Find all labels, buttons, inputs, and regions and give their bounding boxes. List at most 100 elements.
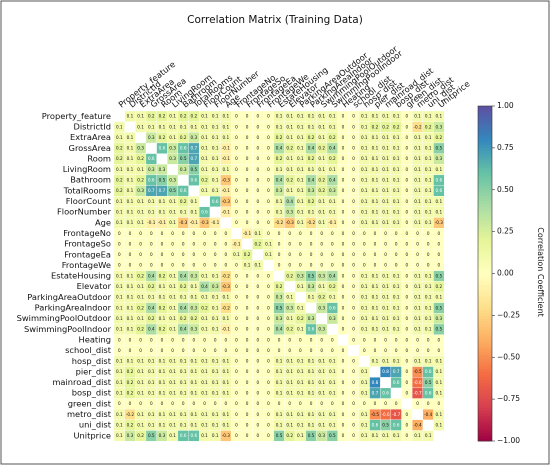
cell-value-label: 0.2: [159, 305, 166, 310]
cell-value-label: 0: [310, 348, 313, 353]
cell-value-label: 0: [320, 337, 323, 342]
cell-value-label: 0: [352, 327, 355, 332]
cell-value-label: 0.7: [393, 369, 400, 374]
cell-value-label: 0: [129, 263, 132, 268]
cell-value-label: 0.3: [318, 327, 325, 332]
cell-value-label: 0.1: [435, 295, 442, 300]
colorbar-segment: [478, 212, 492, 216]
cell-value-label: 0.5: [276, 433, 283, 438]
cell-value-label: -0.2: [126, 412, 135, 417]
cell-value-label: 0: [406, 305, 409, 310]
cell-value-label: 0.1: [361, 156, 368, 161]
cell-value-label: -0.3: [222, 178, 231, 183]
cell-value-label: 0.7: [159, 188, 166, 193]
cell-value-label: 0.3: [286, 305, 293, 310]
colorbar-segment: [478, 438, 492, 442]
colorbar-segment: [478, 276, 492, 280]
cell-value-label: 0.2: [425, 124, 432, 129]
cell-value-label: 0.1: [137, 369, 144, 374]
cell-value-label: 0.1: [308, 124, 315, 129]
cell-value-label: 0.1: [329, 359, 336, 364]
cell-value-label: 0: [267, 327, 270, 332]
cell-value-label: 0.1: [361, 178, 368, 183]
cell-value-label: 0: [374, 348, 377, 353]
cell-value-label: 0.1: [201, 188, 208, 193]
cell-value-label: 0: [352, 209, 355, 214]
cell-value-label: -0.1: [232, 241, 241, 246]
cell-value-label: 0.3: [297, 273, 304, 278]
cell-value-label: 0.4: [286, 199, 293, 204]
cell-value-label: 0.5: [425, 380, 432, 385]
cell-value-label: 0.1: [297, 209, 304, 214]
cell-value-label: 0.1: [127, 220, 134, 225]
colorbar-segment: [478, 119, 492, 124]
colorbar-segment: [478, 248, 492, 252]
cell-value-label: 0: [437, 263, 440, 268]
cell-value-label: 0.2: [244, 252, 251, 257]
cell-value-label: 0.1: [127, 178, 134, 183]
cell-value-label: 0.6: [425, 391, 432, 396]
cell-value-label: 0: [352, 273, 355, 278]
cell-value-label: 0: [352, 433, 355, 438]
cell-value-label: 0.2: [286, 146, 293, 151]
colorbar-segment: [478, 220, 492, 224]
cell-value-label: 0: [416, 231, 419, 236]
cell-value-label: 0: [246, 209, 249, 214]
cell-value-label: 0: [342, 252, 345, 257]
cell-value-label: 0.4: [308, 178, 315, 183]
cell-value-label: 0: [299, 337, 302, 342]
cell-value-label: 0.1: [286, 391, 293, 396]
cell-value-label: 0.2: [372, 124, 379, 129]
colorbar-segment: [478, 142, 492, 146]
cell-value-label: 0.1: [425, 220, 432, 225]
cell-value-label: 0: [129, 241, 132, 246]
colorbar-segment: [478, 376, 492, 380]
cell-value-label: 0.1: [286, 135, 293, 140]
cell-value-label: 0: [395, 263, 398, 268]
cell-value-label: 0: [310, 241, 313, 246]
cell-value-label: 0: [235, 401, 238, 406]
colorbar-segment: [478, 390, 492, 394]
cell-value-label: 0.1: [297, 167, 304, 172]
cell-value-label: 0: [267, 199, 270, 204]
cell-value-label: 0.1: [148, 391, 155, 396]
colorbar-segment: [478, 382, 492, 386]
cell-value-label: 0: [342, 167, 345, 172]
cell-value-label: 0.1: [393, 188, 400, 193]
cell-value-label: 0.1: [276, 199, 283, 204]
cell-value-label: 0.1: [169, 391, 176, 396]
colorbar-segment: [478, 407, 492, 411]
cell-value-label: 0: [352, 135, 355, 140]
colorbar-segment: [478, 145, 492, 149]
cell-value-label: 0.1: [414, 327, 421, 332]
cell-value-label: 0: [246, 391, 249, 396]
cell-value-label: 0.1: [318, 114, 325, 119]
cell-value-label: 0: [235, 209, 238, 214]
cell-value-label: 0.1: [297, 433, 304, 438]
cell-value-label: 0.1: [382, 114, 389, 119]
colorbar-segment: [478, 320, 492, 325]
cell-value-label: 0.1: [201, 135, 208, 140]
cell-value-label: 0.1: [297, 178, 304, 183]
cell-value-label: 0: [342, 135, 345, 140]
cell-value-label: 0.1: [265, 252, 272, 257]
y-tick-label: FloorCount: [66, 196, 112, 206]
cell-value-label: 0.5: [148, 433, 155, 438]
cell-value-label: 0: [235, 305, 238, 310]
cell-value-label: 0: [256, 178, 259, 183]
cell-value-label: 0.1: [382, 178, 389, 183]
cell-value-label: 0.1: [318, 359, 325, 364]
cell-value-label: 0.1: [169, 295, 176, 300]
cell-value-label: 0: [193, 401, 196, 406]
cell-value-label: 0.3: [435, 124, 442, 129]
cell-value-label: 0: [331, 252, 334, 257]
cell-value-label: 0.1: [127, 209, 134, 214]
y-tick-label: SwimmingPoolIndoor: [24, 324, 112, 334]
cell-value-label: 0: [267, 369, 270, 374]
cell-value-label: 0.2: [137, 178, 144, 183]
cell-value-label: 0.1: [393, 433, 400, 438]
cell-value-label: 0.1: [329, 114, 336, 119]
cell-value-label: 0.1: [116, 199, 123, 204]
cell-value-label: 0.1: [169, 209, 176, 214]
y-tick-label: green_dist: [68, 398, 112, 408]
